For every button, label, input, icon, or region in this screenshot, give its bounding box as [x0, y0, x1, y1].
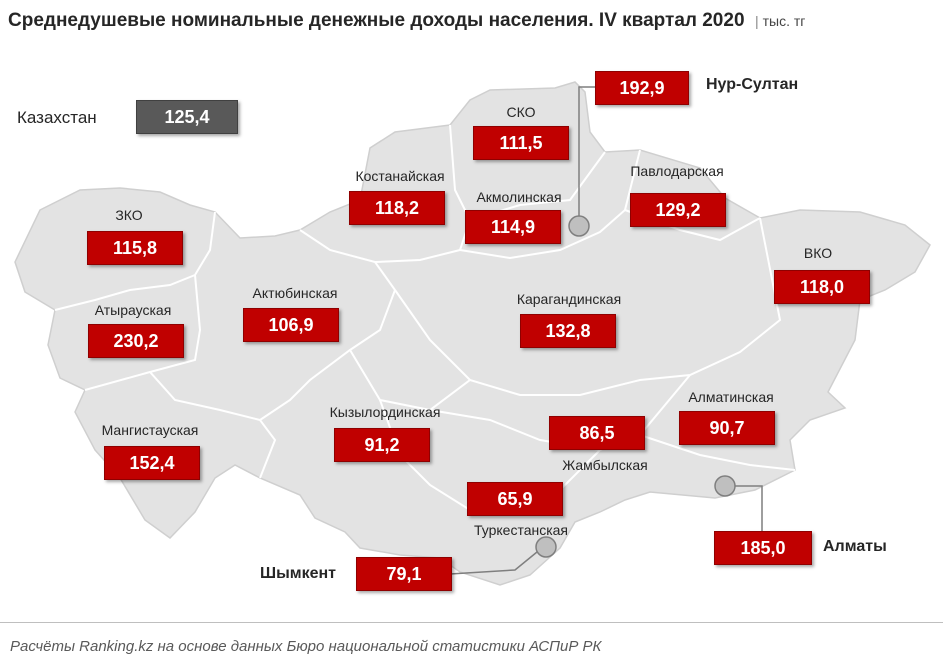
leader-shymkent [449, 551, 538, 575]
region-label-karaganda: Карагандинская [516, 291, 622, 307]
region-value-atyrau: 230,2 [88, 324, 184, 358]
region-value-aktobe: 106,9 [243, 308, 339, 342]
region-value-pavlodar: 129,2 [630, 193, 726, 227]
region-label-kostanay: Костанайская [355, 168, 445, 184]
region-label-almaty-oblast: Алматинская [688, 389, 774, 405]
city-value-almaty: 185,0 [714, 531, 812, 565]
region-label-mangystau: Мангистауская [101, 422, 199, 438]
city-value-nursultan: 192,9 [595, 71, 689, 105]
leader-nursultan [578, 86, 596, 216]
unit-text: тыс. тг [762, 13, 806, 29]
city-marker-almaty [714, 475, 736, 497]
region-value-karaganda: 132,8 [520, 314, 616, 348]
region-label-pavlodar: Павлодарская [630, 163, 724, 179]
page-title: Среднедушевые номинальные денежные доход… [8, 10, 745, 31]
city-value-shymkent: 79,1 [356, 557, 452, 591]
region-value-zko: 115,8 [87, 231, 183, 265]
region-label-atyrau: Атырауская [94, 302, 172, 318]
region-value-almaty-oblast: 90,7 [679, 411, 775, 445]
unit-label: | тыс. тг [754, 13, 806, 29]
region-value-vko: 118,0 [774, 270, 870, 304]
region-label-aktobe: Актюбинская [252, 285, 338, 301]
region-label-sko: СКО [506, 104, 536, 120]
border-kyzylorda [349, 349, 471, 412]
border-mangystau [149, 371, 277, 479]
region-label-vko: ВКО [803, 245, 833, 261]
footer-divider [0, 622, 943, 623]
title-row: Среднедушевые номинальные денежные доход… [8, 10, 805, 32]
border-almaty [639, 434, 796, 471]
region-value-mangystau: 152,4 [104, 446, 200, 480]
region-value-sko: 111,5 [473, 126, 569, 160]
region-value-turkestan: 65,9 [467, 482, 563, 516]
region-value-kostanay: 118,2 [349, 191, 445, 225]
region-value-akmola: 114,9 [465, 210, 561, 244]
city-marker-shymkent [535, 536, 557, 558]
city-label-nursultan: Нур-Султан [706, 76, 799, 93]
source-note: Расчёты Ranking.kz на основе данных Бюро… [10, 638, 602, 655]
border-atyrau [84, 274, 202, 391]
border-aktobe [259, 229, 397, 421]
region-label-zko: ЗКО [115, 207, 143, 223]
border-akmola [459, 149, 641, 260]
city-marker-nursultan [568, 215, 590, 237]
region-value-kyzylorda: 91,2 [334, 428, 430, 462]
national-value-box: 125,4 [136, 100, 238, 134]
city-label-almaty: Алматы [823, 538, 887, 555]
national-label: Казахстан [17, 108, 97, 127]
region-value-zhambyl: 86,5 [549, 416, 645, 450]
border-zko [54, 211, 216, 311]
city-label-shymkent: Шымкент [260, 565, 336, 582]
region-label-zhambyl: Жамбылская [562, 457, 648, 473]
border-karaganda [394, 217, 782, 396]
region-label-akmola: Акмолинская [476, 189, 562, 205]
region-label-kyzylorda: Кызылординская [329, 404, 441, 420]
region-label-turkestan: Туркестанская [473, 522, 569, 538]
